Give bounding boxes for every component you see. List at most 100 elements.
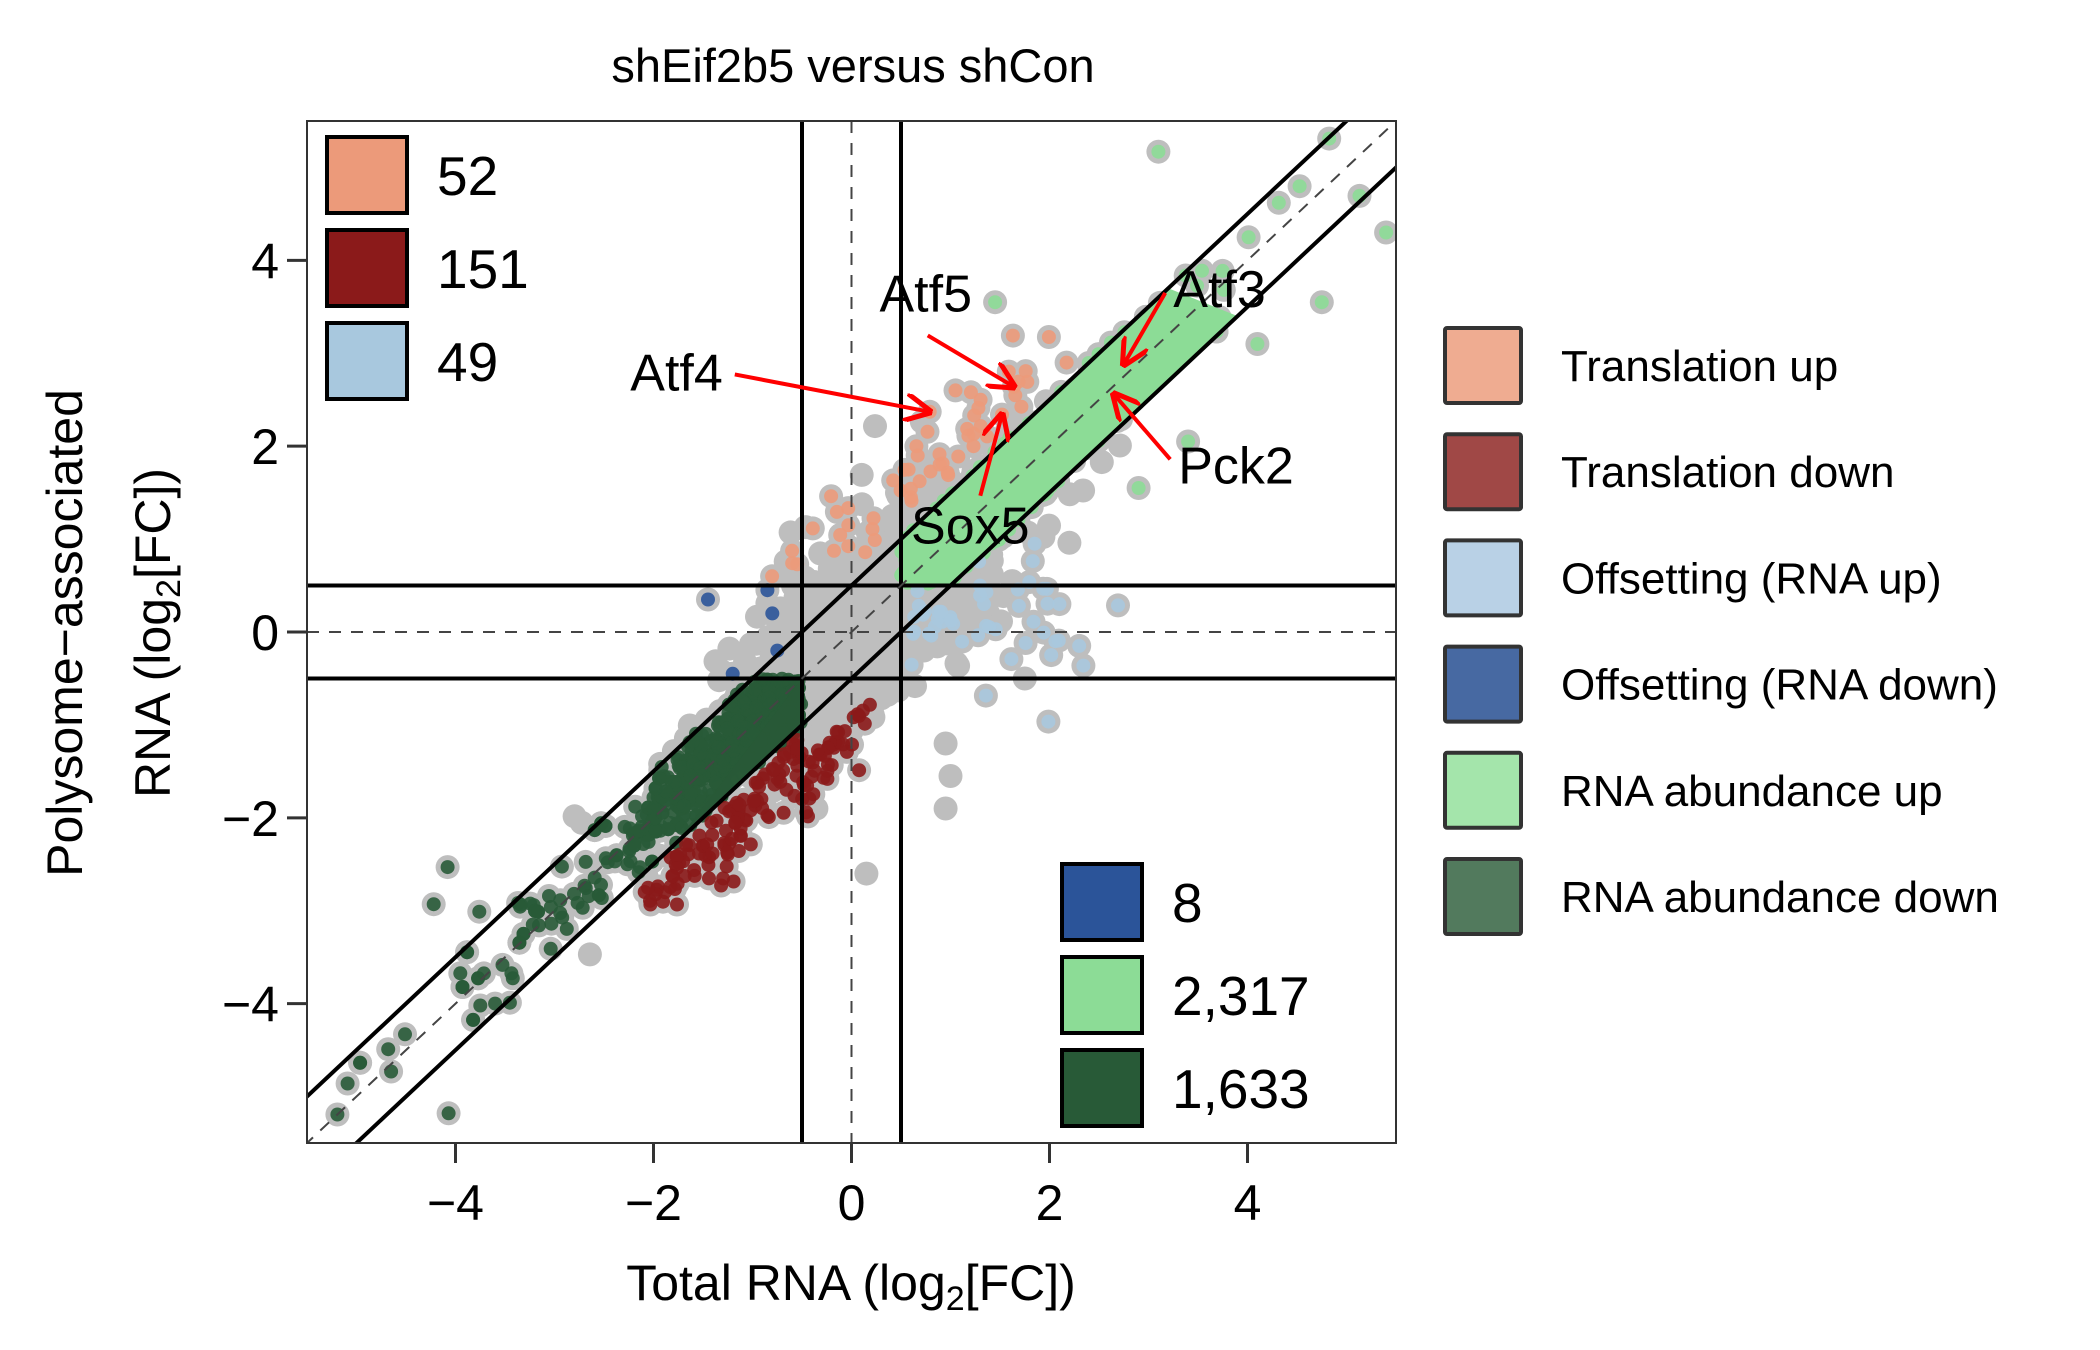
data-point-offsetting-down xyxy=(701,592,715,607)
data-point-rna-down xyxy=(711,740,726,755)
data-point-translation-down xyxy=(701,857,716,872)
data-point-rna-up xyxy=(1151,144,1166,159)
data-point-rna-down xyxy=(542,889,556,903)
data-point-translation-up xyxy=(865,522,880,537)
legend-swatch xyxy=(325,228,409,308)
data-point-translation-down xyxy=(760,808,775,823)
data-point-rna-down xyxy=(398,1027,412,1042)
data-point-rna-up xyxy=(1250,337,1265,351)
data-point-translation-up xyxy=(827,543,841,558)
data-point-rna-down xyxy=(647,801,661,816)
data-point-translation-up xyxy=(829,504,844,519)
point-halo xyxy=(933,731,958,756)
data-point-rna-up xyxy=(1241,230,1256,245)
data-point-rna-up xyxy=(1190,278,1204,293)
point-halo xyxy=(1057,530,1082,555)
legend-count: 1,633 xyxy=(1172,1058,1310,1120)
data-point-translation-down xyxy=(801,809,815,824)
data-point-rna-down xyxy=(737,695,752,710)
x-tick-label: −4 xyxy=(427,1175,484,1231)
data-point-translation-down xyxy=(679,837,694,852)
data-point-translation-down xyxy=(641,880,655,895)
data-point-offsetting-up xyxy=(1044,648,1059,663)
annotation-label: Sox5 xyxy=(911,498,1030,556)
legend-item-offsetting-down[interactable]: Offsetting (RNA down) xyxy=(1443,644,1998,724)
data-point-offsetting-up xyxy=(1041,714,1056,729)
legend-count: 49 xyxy=(437,331,498,393)
inset-legend-item: 8 xyxy=(1060,862,1203,942)
data-point-rna-up xyxy=(988,295,1003,310)
data-point-offsetting-up xyxy=(1048,634,1063,649)
annotation-atf5: Atf5 xyxy=(880,265,1014,386)
data-point-translation-up xyxy=(935,456,950,471)
data-point-translation-up xyxy=(1041,330,1056,344)
data-point-rna-down xyxy=(466,1012,481,1027)
data-point-translation-down xyxy=(663,880,678,894)
legend-item-offsetting-up[interactable]: Offsetting (RNA up) xyxy=(1443,538,1942,618)
data-point-translation-down xyxy=(820,771,835,786)
data-point-translation-down xyxy=(726,874,741,889)
data-point-rna-down xyxy=(628,799,643,814)
data-point-translation-down xyxy=(752,779,766,794)
data-point-translation-down xyxy=(670,849,684,864)
data-point-translation-up xyxy=(966,439,981,454)
data-point-translation-up xyxy=(903,490,918,505)
data-point-rna-down xyxy=(720,721,734,736)
data-point-translation-down xyxy=(743,837,758,852)
data-point-translation-up xyxy=(841,501,856,516)
inset-legend-item: 1,633 xyxy=(1060,1048,1310,1128)
y-axis-label: Polysome−associated RNA (log2[FC]) xyxy=(37,389,188,877)
data-point-rna-down xyxy=(676,799,691,813)
point-halo xyxy=(1444,51,1468,75)
data-point-translation-up xyxy=(920,424,935,439)
data-point-translation-down xyxy=(719,859,734,874)
data-point-translation-down xyxy=(810,743,825,758)
data-point-translation-up xyxy=(765,569,780,584)
point-halo xyxy=(849,462,874,487)
data-point-translation-up xyxy=(785,543,800,558)
data-point-offsetting-up xyxy=(1027,536,1042,551)
data-point-translation-down xyxy=(857,716,872,731)
legend-label: Offsetting (RNA down) xyxy=(1561,661,1998,710)
legend-item-rna-down[interactable]: RNA abundance down xyxy=(1443,857,1999,936)
data-point-rna-down xyxy=(648,824,663,839)
legend-swatch xyxy=(1443,857,1523,936)
legend-swatch xyxy=(1443,750,1523,830)
data-point-translation-down xyxy=(766,763,781,777)
legend-count: 8 xyxy=(1172,872,1203,934)
x-axis: −4 −2 0 2 4 xyxy=(427,1143,1261,1231)
data-point-rna-up xyxy=(1181,434,1196,449)
legend-item-rna-up[interactable]: RNA abundance up xyxy=(1443,750,1943,830)
data-point-rna-down xyxy=(340,1076,355,1091)
data-point-rna-down xyxy=(667,775,682,789)
point-halo xyxy=(577,942,602,967)
data-point-rna-down xyxy=(747,682,762,697)
legend-item-translation-down[interactable]: Translation down xyxy=(1443,432,1894,512)
data-point-translation-up xyxy=(971,401,986,415)
point-halo xyxy=(933,796,958,821)
data-point-rna-down xyxy=(555,910,570,925)
data-point-rna-down xyxy=(440,860,455,875)
legend-label: RNA abundance up xyxy=(1561,767,1943,816)
data-point-rna-down xyxy=(473,998,488,1013)
point-halo xyxy=(854,861,879,886)
legend-swatch xyxy=(1443,538,1523,618)
data-point-rna-up xyxy=(1131,481,1146,495)
data-point-rna-down xyxy=(578,854,593,869)
y-axis-label-line2: RNA (log2[FC]) xyxy=(125,468,188,798)
data-point-rna-down xyxy=(455,980,470,994)
annotation-atf3: Atf3 xyxy=(1124,261,1266,365)
data-point-offsetting-up xyxy=(1040,596,1055,611)
data-point-rna-up xyxy=(1449,56,1463,70)
legend-swatch xyxy=(1443,326,1523,405)
identity-line xyxy=(307,121,1396,1143)
x-tick-label: 0 xyxy=(838,1175,866,1231)
x-tick-label: −2 xyxy=(625,1175,682,1231)
data-point-offsetting-up xyxy=(1018,636,1033,650)
data-point-translation-down xyxy=(776,805,791,820)
y-axis-label-line1: Polysome−associated xyxy=(37,389,93,877)
data-point-translation-up xyxy=(910,448,925,463)
legend-item-translation-up[interactable]: Translation up xyxy=(1443,326,1838,405)
